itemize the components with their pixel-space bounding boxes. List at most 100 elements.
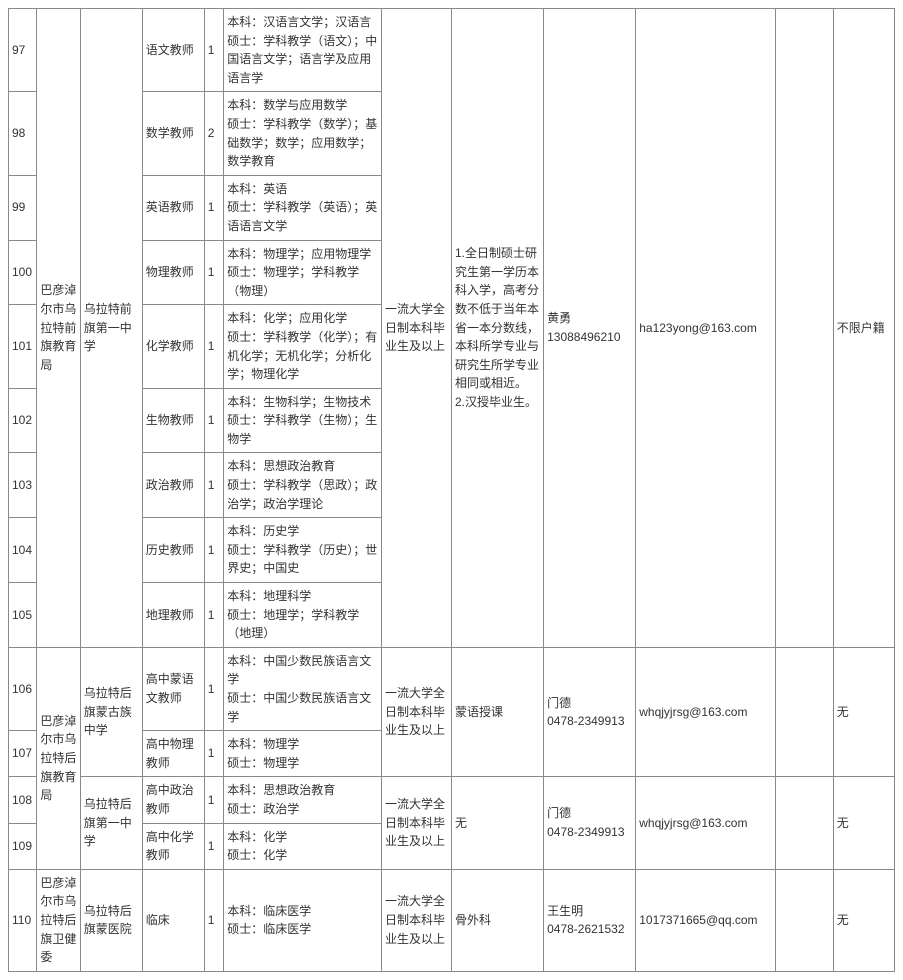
position-cell: 高中蒙语文教师 bbox=[142, 647, 204, 730]
blank-cell bbox=[776, 777, 834, 869]
requirement-cell: 本科：临床医学硕士：临床医学 bbox=[224, 869, 382, 971]
note-cell: 不限户籍 bbox=[833, 9, 894, 648]
email-cell: whqjyjrsg@163.com bbox=[636, 647, 776, 777]
contact-cell: 王生明 0478-2621532 bbox=[544, 869, 636, 971]
row-number: 98 bbox=[9, 92, 37, 175]
count-cell: 1 bbox=[204, 647, 223, 730]
requirement-cell: 本科：数学与应用数学硕士：学科教学（数学）；基础数学；数学；应用数学；数学教育 bbox=[224, 92, 382, 175]
count-cell: 1 bbox=[204, 823, 223, 869]
contact-cell: 黄勇 13088496210 bbox=[544, 9, 636, 648]
count-cell: 2 bbox=[204, 92, 223, 175]
row-number: 107 bbox=[9, 731, 37, 777]
condition-cell: 蒙语授课 bbox=[451, 647, 543, 777]
requirement-cell: 本科：物理学硕士：物理学 bbox=[224, 731, 382, 777]
position-cell: 物理教师 bbox=[142, 240, 204, 305]
education-cell: 一流大学全日制本科毕业生及以上 bbox=[381, 9, 451, 648]
requirement-cell: 本科：物理学；应用物理学硕士：物理学；学科教学（物理） bbox=[224, 240, 382, 305]
row-number: 102 bbox=[9, 388, 37, 453]
row-number: 104 bbox=[9, 518, 37, 583]
position-cell: 政治教师 bbox=[142, 453, 204, 518]
requirement-cell: 本科：化学硕士：化学 bbox=[224, 823, 382, 869]
position-cell: 高中物理教师 bbox=[142, 731, 204, 777]
contact-name: 门德 bbox=[547, 806, 571, 820]
count-cell: 1 bbox=[204, 305, 223, 388]
condition-cell: 无 bbox=[451, 777, 543, 869]
position-cell: 历史教师 bbox=[142, 518, 204, 583]
condition-cell: 1.全日制硕士研究生第一学历本科入学，高考分数不低于当年本省一本分数线，本科所学… bbox=[451, 9, 543, 648]
count-cell: 1 bbox=[204, 9, 223, 92]
requirement-cell: 本科：生物科学；生物技术硕士：学科教学（生物）；生物学 bbox=[224, 388, 382, 453]
contact-cell: 门德 0478-2349913 bbox=[544, 647, 636, 777]
requirement-cell: 本科：中国少数民族语言文学硕士：中国少数民族语言文学 bbox=[224, 647, 382, 730]
row-number: 100 bbox=[9, 240, 37, 305]
department-cell: 巴彦淖尔市乌拉特后旗教育局 bbox=[37, 647, 80, 869]
row-number: 106 bbox=[9, 647, 37, 730]
contact-phone: 0478-2349913 bbox=[547, 825, 624, 839]
requirement-cell: 本科：汉语言文学；汉语言硕士：学科教学（语文）；中国语言文学；语言学及应用语言学 bbox=[224, 9, 382, 92]
contact-phone: 0478-2349913 bbox=[547, 714, 624, 728]
email-cell: 1017371665@qq.com bbox=[636, 869, 776, 971]
count-cell: 1 bbox=[204, 388, 223, 453]
requirement-cell: 本科：英语硕士：学科教学（英语）；英语语言文学 bbox=[224, 175, 382, 240]
position-cell: 化学教师 bbox=[142, 305, 204, 388]
contact-name: 王生明 bbox=[547, 904, 583, 918]
contact-name: 黄勇 bbox=[547, 311, 571, 325]
unit-cell: 乌拉特后旗第一中学 bbox=[80, 777, 142, 869]
count-cell: 1 bbox=[204, 453, 223, 518]
requirement-cell: 本科：思想政治教育硕士：政治学 bbox=[224, 777, 382, 823]
department-cell: 巴彦淖尔市乌拉特前旗教育局 bbox=[37, 9, 80, 648]
requirement-cell: 本科：历史学硕士：学科教学（历史）；世界史；中国史 bbox=[224, 518, 382, 583]
department-cell: 巴彦淖尔市乌拉特后旗卫健委 bbox=[37, 869, 80, 971]
table-row: 110 巴彦淖尔市乌拉特后旗卫健委 乌拉特后旗蒙医院 临床 1 本科：临床医学硕… bbox=[9, 869, 895, 971]
contact-phone: 13088496210 bbox=[547, 330, 620, 344]
row-number: 108 bbox=[9, 777, 37, 823]
blank-cell bbox=[776, 869, 834, 971]
email-cell: whqjyjrsg@163.com bbox=[636, 777, 776, 869]
count-cell: 1 bbox=[204, 583, 223, 648]
requirement-cell: 本科：地理科学硕士：地理学；学科教学（地理） bbox=[224, 583, 382, 648]
position-cell: 临床 bbox=[142, 869, 204, 971]
position-cell: 高中政治教师 bbox=[142, 777, 204, 823]
position-cell: 英语教师 bbox=[142, 175, 204, 240]
unit-cell: 乌拉特后旗蒙医院 bbox=[80, 869, 142, 971]
email-cell: ha123yong@163.com bbox=[636, 9, 776, 648]
count-cell: 1 bbox=[204, 240, 223, 305]
row-number: 103 bbox=[9, 453, 37, 518]
note-cell: 无 bbox=[833, 647, 894, 777]
position-cell: 语文教师 bbox=[142, 9, 204, 92]
recruitment-table: 97 巴彦淖尔市乌拉特前旗教育局 乌拉特前旗第一中学 语文教师 1 本科：汉语言… bbox=[8, 8, 895, 972]
contact-name: 门德 bbox=[547, 696, 571, 710]
position-cell: 生物教师 bbox=[142, 388, 204, 453]
row-number: 99 bbox=[9, 175, 37, 240]
table-row: 97 巴彦淖尔市乌拉特前旗教育局 乌拉特前旗第一中学 语文教师 1 本科：汉语言… bbox=[9, 9, 895, 92]
education-cell: 一流大学全日制本科毕业生及以上 bbox=[381, 777, 451, 869]
requirement-cell: 本科：思想政治教育硕士：学科教学（思政）；政治学；政治学理论 bbox=[224, 453, 382, 518]
row-number: 97 bbox=[9, 9, 37, 92]
count-cell: 1 bbox=[204, 869, 223, 971]
note-cell: 无 bbox=[833, 869, 894, 971]
blank-cell bbox=[776, 647, 834, 777]
note-cell: 无 bbox=[833, 777, 894, 869]
table-row: 106 巴彦淖尔市乌拉特后旗教育局 乌拉特后旗蒙古族中学 高中蒙语文教师 1 本… bbox=[9, 647, 895, 730]
position-cell: 数学教师 bbox=[142, 92, 204, 175]
row-number: 105 bbox=[9, 583, 37, 648]
row-number: 110 bbox=[9, 869, 37, 971]
count-cell: 1 bbox=[204, 777, 223, 823]
row-number: 109 bbox=[9, 823, 37, 869]
table-row: 108 乌拉特后旗第一中学 高中政治教师 1 本科：思想政治教育硕士：政治学 一… bbox=[9, 777, 895, 823]
count-cell: 1 bbox=[204, 175, 223, 240]
unit-cell: 乌拉特前旗第一中学 bbox=[80, 9, 142, 648]
position-cell: 地理教师 bbox=[142, 583, 204, 648]
blank-cell bbox=[776, 9, 834, 648]
count-cell: 1 bbox=[204, 518, 223, 583]
education-cell: 一流大学全日制本科毕业生及以上 bbox=[381, 647, 451, 777]
unit-cell: 乌拉特后旗蒙古族中学 bbox=[80, 647, 142, 777]
requirement-cell: 本科：化学；应用化学硕士：学科教学（化学）；有机化学；无机化学；分析化学；物理化… bbox=[224, 305, 382, 388]
condition-cell: 骨外科 bbox=[451, 869, 543, 971]
contact-cell: 门德 0478-2349913 bbox=[544, 777, 636, 869]
count-cell: 1 bbox=[204, 731, 223, 777]
contact-phone: 0478-2621532 bbox=[547, 922, 624, 936]
education-cell: 一流大学全日制本科毕业生及以上 bbox=[381, 869, 451, 971]
position-cell: 高中化学教师 bbox=[142, 823, 204, 869]
row-number: 101 bbox=[9, 305, 37, 388]
